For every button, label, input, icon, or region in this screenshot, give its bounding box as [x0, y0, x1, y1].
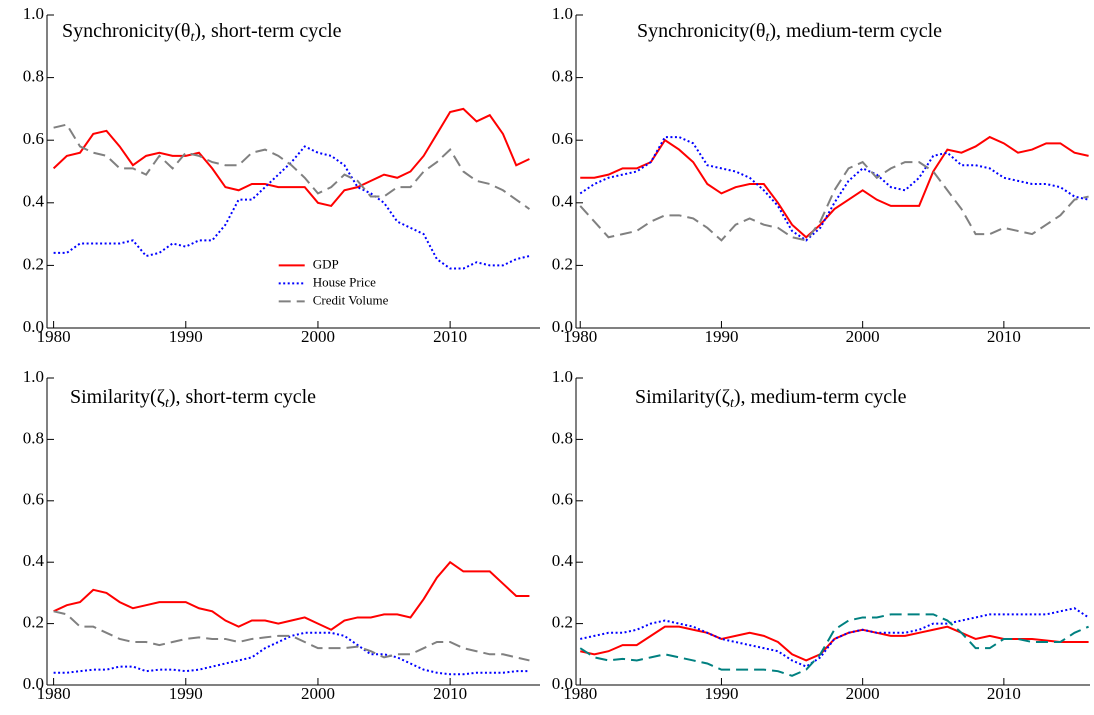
legend-label: Credit Volume — [313, 292, 389, 307]
y-tick-label: 1.0 — [23, 4, 44, 23]
x-tick-label: 2010 — [987, 684, 1021, 703]
chart-title: Synchronicity(θt), medium-term cycle — [637, 20, 942, 46]
y-tick-label: 0.6 — [552, 490, 573, 509]
title-part: t — [730, 396, 735, 411]
y-tick-label: 0.0 — [23, 674, 44, 693]
series-line — [53, 123, 531, 210]
series-line — [579, 613, 1089, 677]
title-part: t — [765, 30, 770, 45]
series-line — [53, 631, 530, 676]
y-tick-label: 0.4 — [552, 551, 574, 570]
x-tick-label: 2010 — [433, 327, 467, 346]
y-tick-label: 1.0 — [552, 4, 573, 23]
y-tick-label: 0.6 — [23, 129, 44, 148]
x-tick-label: 1980 — [563, 684, 597, 703]
chart-title: Synchronicity(θt), short-term cycle — [62, 20, 342, 46]
x-tick-label: 2000 — [846, 327, 880, 346]
panel: 0.0 0.2 0.4 0.6 0.8 1.0 1980 1990 2000 2010 Simila… — [552, 367, 1090, 703]
x-tick-label: 1980 — [563, 327, 597, 346]
x-tick-label: 2000 — [301, 327, 335, 346]
y-tick-label: 1.0 — [23, 367, 44, 386]
y-tick-label: 0.0 — [552, 317, 573, 336]
title-part: Synchronicity(θ — [62, 20, 190, 42]
series-line — [579, 160, 1089, 242]
y-tick-label: 0.8 — [23, 67, 44, 86]
chart-title: Similarity(ζt), short-term cycle — [70, 386, 316, 412]
legend-label: House Price — [313, 274, 376, 289]
y-tick-label: 1.0 — [552, 367, 573, 386]
y-tick-label: 0.8 — [552, 67, 573, 86]
y-tick-label: 0.4 — [23, 192, 45, 211]
y-tick-label: 0.4 — [23, 551, 45, 570]
x-tick-label: 1990 — [704, 684, 738, 703]
panel: 0.0 0.2 0.4 0.6 0.8 1.0 1980 1990 2000 2010 Synchr… — [23, 4, 540, 346]
title-part: Similarity(ζ — [70, 386, 165, 408]
title-part: Similarity(ζ — [635, 386, 730, 408]
series-line — [580, 607, 1090, 668]
panel: 0.0 0.2 0.4 0.6 0.8 1.0 1980 1990 2000 2010 Simila… — [23, 367, 540, 703]
y-tick-label: 0.2 — [552, 613, 573, 632]
title-part: ), medium-term cycle — [734, 386, 907, 408]
y-tick-label: 0.2 — [23, 613, 44, 632]
series-line — [53, 610, 530, 662]
y-tick-label: 0.6 — [552, 129, 573, 148]
x-tick-label: 1990 — [169, 327, 203, 346]
series-line — [53, 560, 530, 631]
title-part: t — [190, 30, 195, 45]
x-tick-label: 1980 — [37, 684, 71, 703]
x-tick-label: 2010 — [433, 684, 467, 703]
title-part: ), medium-term cycle — [769, 20, 942, 42]
x-tick-label: 1980 — [37, 327, 71, 346]
title-part: t — [165, 396, 170, 411]
x-tick-label: 2000 — [846, 684, 880, 703]
title-part: ), short-term cycle — [194, 20, 341, 42]
chart-title: Similarity(ζt), medium-term cycle — [635, 386, 907, 412]
title-part: ), short-term cycle — [169, 386, 316, 408]
x-tick-label: 1990 — [704, 327, 738, 346]
x-tick-label: 2010 — [987, 327, 1021, 346]
x-tick-label: 1990 — [169, 684, 203, 703]
y-tick-label: 0.2 — [23, 254, 44, 273]
y-tick-label: 0.4 — [552, 192, 574, 211]
x-tick-label: 2000 — [301, 684, 335, 703]
y-tick-label: 0.8 — [23, 428, 44, 447]
y-tick-label: 0.8 — [552, 428, 573, 447]
series-line — [580, 135, 1089, 239]
series-line — [53, 145, 530, 270]
y-tick-label: 0.2 — [552, 254, 573, 273]
y-tick-label: 0.0 — [23, 317, 44, 336]
title-part: Synchronicity(θ — [637, 20, 765, 42]
y-tick-label: 0.0 — [552, 674, 573, 693]
legend-label: GDP — [313, 256, 339, 271]
panel: 0.0 0.2 0.4 0.6 0.8 1.0 1980 1990 2000 2010 Synchr… — [552, 4, 1090, 346]
y-tick-label: 0.6 — [23, 490, 44, 509]
series-line — [52, 107, 530, 208]
